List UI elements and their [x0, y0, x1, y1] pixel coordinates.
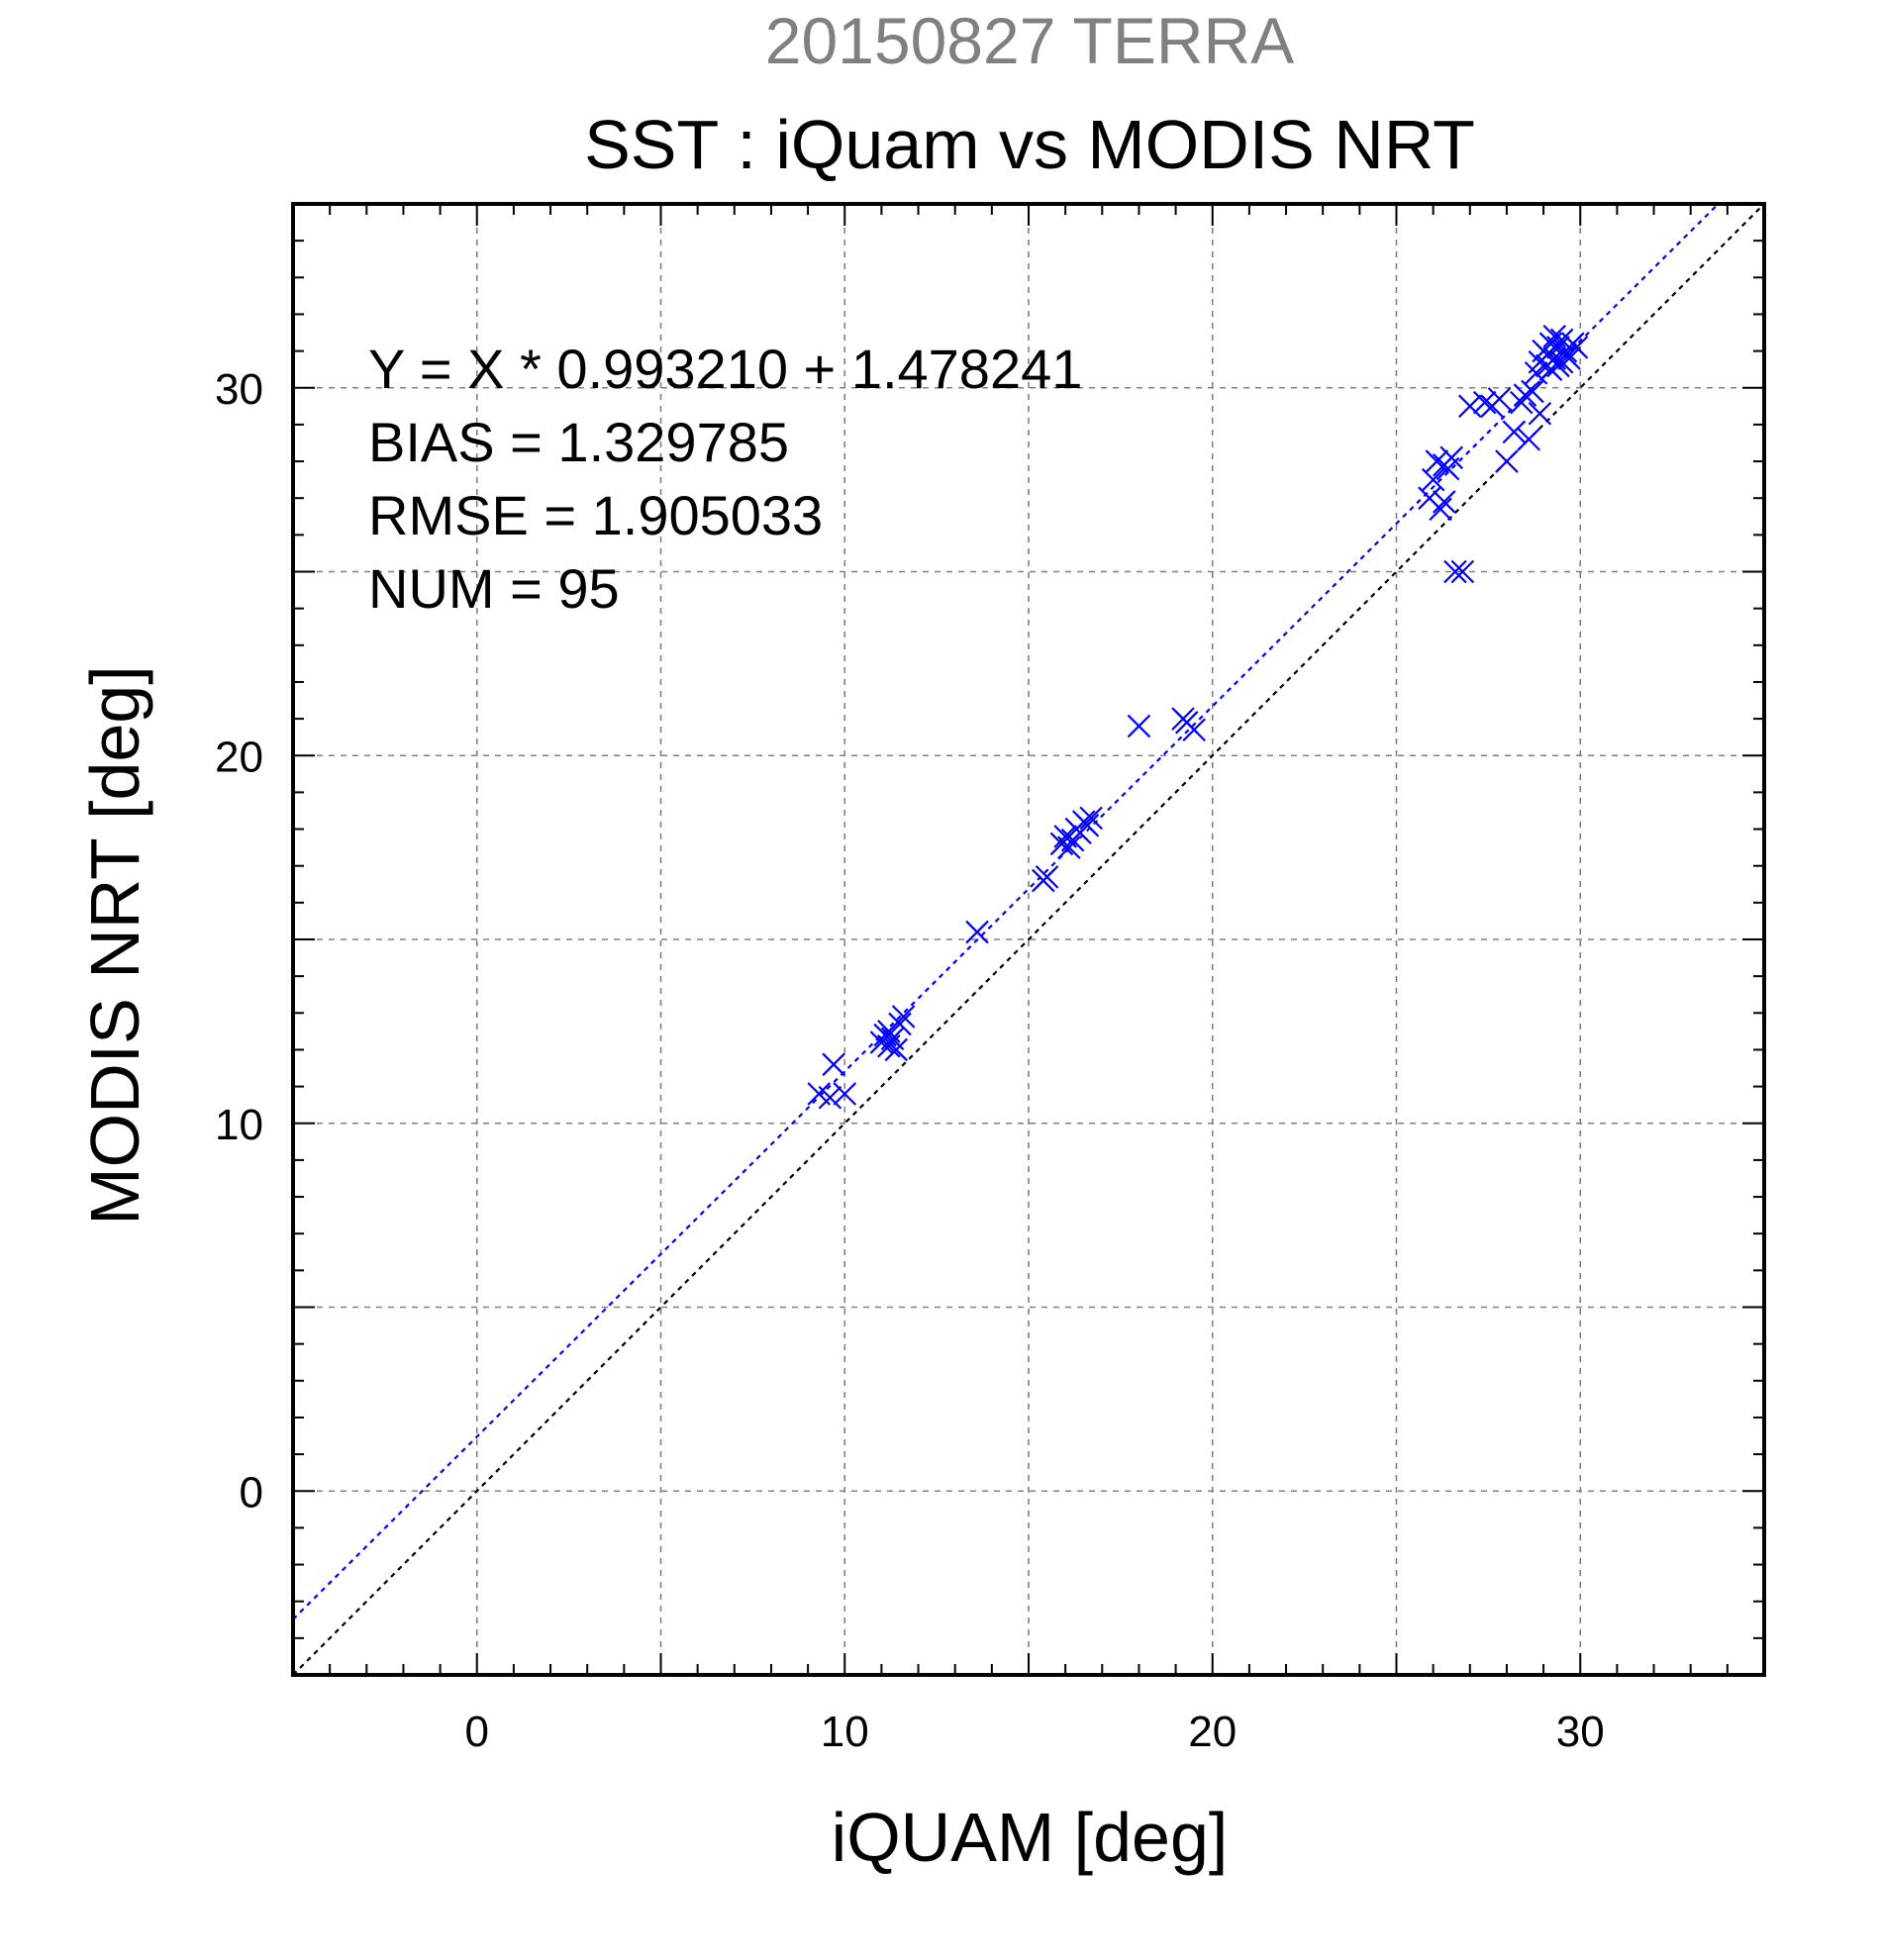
data-point	[1433, 490, 1456, 514]
data-point	[1421, 467, 1445, 492]
data-point	[1057, 835, 1081, 859]
data-point	[1521, 379, 1544, 404]
data-point	[1487, 387, 1512, 411]
y-tick-label: 30	[215, 365, 263, 414]
data-point	[1564, 336, 1589, 359]
plot-frame	[291, 202, 1766, 1677]
x-tick-label: 0	[465, 1708, 489, 1756]
regression-line	[292, 203, 1720, 1620]
data-point	[1429, 497, 1452, 522]
y-tick-label: 10	[215, 1101, 263, 1149]
data-point	[891, 1005, 916, 1029]
data-point	[1425, 449, 1449, 473]
data-point	[1182, 718, 1206, 742]
bias-stat: BIAS = 1.329785	[368, 411, 789, 473]
data-point	[1035, 865, 1059, 889]
data-point	[1458, 394, 1482, 419]
data-point	[1528, 401, 1552, 426]
x-tick-label: 30	[1556, 1708, 1605, 1756]
data-point	[1075, 814, 1100, 837]
chart-header: 20150827 TERRA	[765, 4, 1294, 77]
fit-equation: Y = X * 0.993210 + 1.478241	[368, 338, 1082, 400]
x-tick-label: 10	[821, 1708, 869, 1756]
num-stat: NUM = 95	[368, 557, 620, 620]
x-tick-label: 20	[1188, 1708, 1237, 1756]
data-point	[888, 1012, 912, 1036]
data-point	[965, 920, 989, 944]
data-point	[1513, 383, 1537, 407]
chart-title: SST : iQuam vs MODIS NRT	[584, 106, 1475, 183]
y-axis-label: MODIS NRT [deg]	[76, 665, 153, 1225]
y-tick-label: 0	[240, 1468, 263, 1517]
x-axis-label: iQUAM [deg]	[832, 1799, 1229, 1876]
data-point	[1127, 714, 1151, 738]
data-point	[1079, 806, 1103, 831]
data-point	[1443, 559, 1467, 584]
data-point	[822, 1052, 845, 1077]
data-point	[1439, 445, 1464, 470]
data-point	[1495, 449, 1519, 473]
data-points	[807, 324, 1589, 1110]
tick-labels: 0 10 20 30 0 10 20 30	[215, 365, 1605, 1756]
data-point	[1517, 427, 1541, 451]
rmse-stat: RMSE = 1.905033	[368, 484, 823, 546]
data-point	[833, 1082, 857, 1106]
data-point	[1557, 346, 1581, 370]
data-point	[1502, 420, 1527, 444]
y-tick-label: 20	[215, 733, 263, 781]
data-point	[884, 1037, 909, 1062]
data-point	[1450, 559, 1475, 584]
data-point	[1472, 390, 1497, 415]
data-point	[818, 1085, 842, 1110]
